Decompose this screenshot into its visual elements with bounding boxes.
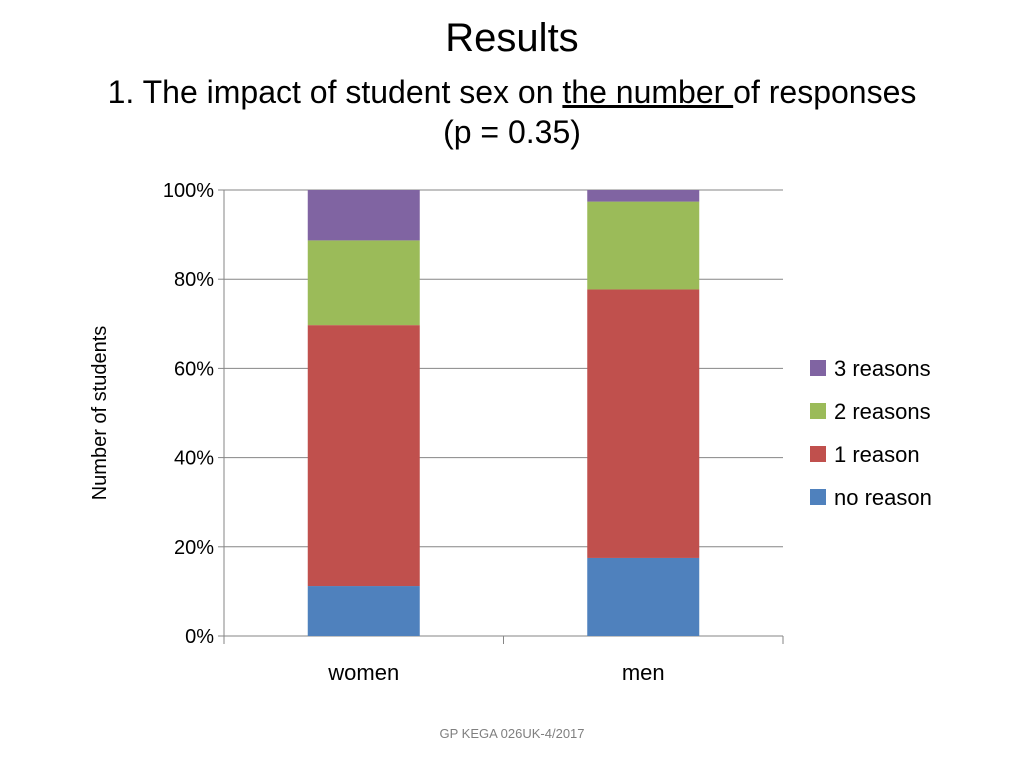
subtitle-text-start: 1. The impact of student sex on — [107, 74, 563, 110]
y-axis-title: Number of students — [89, 326, 111, 501]
legend-label: 2 reasons — [834, 399, 931, 424]
y-tick-label: 80% — [174, 269, 214, 291]
bar-3-reasons-men — [587, 190, 700, 202]
subtitle-text-end: of responses — [733, 74, 917, 110]
y-tick-label: 0% — [185, 626, 214, 648]
y-tick-label: 100% — [163, 180, 214, 202]
bar-2-reasons-women — [307, 240, 420, 326]
bar-3-reasons-women — [307, 190, 420, 241]
y-tick-label: 20% — [174, 537, 214, 559]
legend-swatch — [810, 403, 826, 419]
legend-label: 1 reason — [834, 442, 920, 467]
bar-no-reason-women — [307, 586, 420, 636]
footer-text: GP KEGA 026UK-4/2017 — [439, 726, 585, 741]
bar-2-reasons-men — [587, 201, 700, 290]
y-tick-label: 60% — [174, 358, 214, 380]
legend-swatch — [810, 360, 826, 376]
subtitle-p-value: (p = 0.35) — [443, 114, 581, 150]
bar-1-reason-women — [307, 325, 420, 587]
bar-no-reason-men — [587, 557, 700, 636]
bar-1-reason-men — [587, 289, 700, 558]
slide-title: Results — [445, 16, 579, 60]
legend-label: 3 reasons — [834, 356, 931, 381]
x-tick-label: men — [622, 660, 665, 685]
legend-swatch — [810, 489, 826, 505]
y-tick-label: 40% — [174, 448, 214, 470]
legend-swatch — [810, 446, 826, 462]
legend-label: no reason — [834, 485, 932, 510]
x-tick-label: women — [327, 660, 399, 685]
slide-subtitle: 1. The impact of student sex on the numb… — [40, 72, 984, 152]
subtitle-underlined-text: the number — [562, 74, 734, 110]
